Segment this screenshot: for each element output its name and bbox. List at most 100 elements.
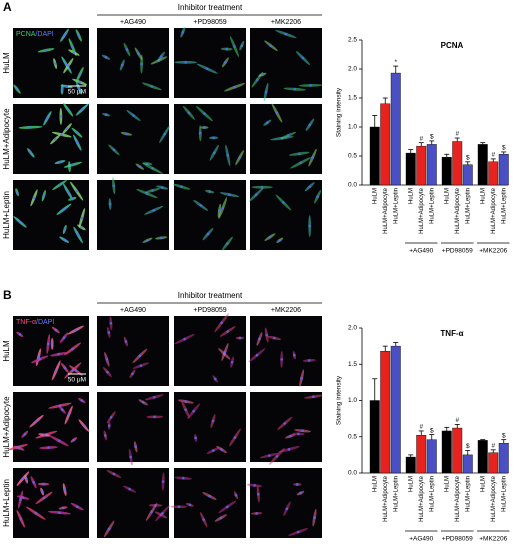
- row-label: HuLM+Adipocyte: [2, 396, 11, 458]
- nucleus: [161, 512, 164, 515]
- significance-mark: $: [430, 427, 434, 434]
- micrograph: [13, 392, 89, 462]
- nucleus: [301, 56, 305, 60]
- significance-mark: #: [419, 135, 423, 142]
- nucleus: [285, 507, 289, 511]
- significance-mark: #: [455, 417, 459, 424]
- nucleus: [151, 167, 154, 170]
- nucleus: [60, 133, 64, 136]
- significance-mark: $: [466, 443, 470, 450]
- nucleus: [80, 226, 83, 229]
- micrograph: [97, 468, 169, 538]
- bar: [380, 103, 391, 186]
- nucleus: [230, 360, 234, 364]
- x-tick-label: HuLM+Leptin: [393, 476, 399, 512]
- micrograph: [13, 316, 89, 386]
- nucleus: [261, 73, 264, 76]
- nucleus: [213, 377, 217, 381]
- nucleus: [194, 436, 197, 440]
- nucleus: [280, 358, 283, 361]
- nucleus: [225, 47, 229, 51]
- nucleus: [183, 337, 186, 341]
- bar: [462, 164, 473, 186]
- x-tick-label: HuLM: [372, 188, 378, 204]
- significance-mark: $: [502, 432, 506, 439]
- nucleus: [293, 87, 297, 91]
- x-tick-label: HuLM+Leptin: [465, 476, 471, 512]
- nucleus: [267, 454, 271, 457]
- y-tick-label: 0.0: [348, 182, 357, 189]
- column-label: +MK2206: [271, 19, 301, 26]
- nucleus: [42, 496, 46, 500]
- micrograph: [97, 392, 169, 462]
- nucleus: [19, 517, 23, 521]
- nucleus: [226, 330, 229, 333]
- nucleus: [112, 184, 115, 188]
- y-axis-label: Staining intensity: [336, 87, 343, 137]
- micrograph: [97, 316, 169, 386]
- nucleus: [184, 61, 187, 64]
- nucleus: [203, 112, 206, 115]
- nucleus: [53, 62, 57, 65]
- bar: [369, 126, 380, 186]
- nucleus: [72, 438, 76, 442]
- x-tick-label: HuLM+Adipocyte: [455, 475, 461, 522]
- bar: [452, 141, 463, 186]
- significance-mark: #: [419, 424, 423, 431]
- x-tick-label: HuLM: [408, 476, 414, 492]
- nucleus: [80, 399, 84, 402]
- nucleus: [203, 126, 206, 129]
- nucleus: [29, 151, 33, 155]
- nucleus: [82, 424, 86, 427]
- x-tick-label: HuLM: [480, 188, 486, 204]
- nucleus: [233, 85, 236, 89]
- nucleus: [152, 209, 155, 212]
- nucleus: [54, 369, 58, 372]
- x-tick-label: HuLM+Adipocyte: [455, 187, 461, 234]
- treatment-header: Inhibitor treatment: [178, 3, 243, 12]
- micrograph: [250, 468, 322, 538]
- nucleus: [264, 90, 268, 94]
- nucleus: [220, 321, 223, 325]
- bar: [498, 154, 509, 186]
- micrograph: [97, 28, 169, 98]
- bar: [390, 72, 401, 186]
- nucleus: [107, 424, 111, 427]
- bar: [426, 144, 437, 186]
- row-label: HuLM+Adipocyte: [2, 108, 11, 170]
- group-label: +MK2206: [479, 248, 507, 255]
- nucleus: [313, 516, 316, 519]
- y-tick-label: 2.0: [348, 66, 357, 73]
- nucleus: [255, 353, 259, 357]
- nucleus: [104, 55, 108, 59]
- nucleus: [283, 422, 287, 425]
- x-tick-label: HuLM: [444, 476, 450, 492]
- nucleus: [181, 476, 185, 480]
- nucleus: [32, 480, 35, 484]
- nucleus: [238, 336, 242, 340]
- nucleus: [67, 413, 70, 417]
- nucleus: [296, 530, 300, 534]
- nucleus: [58, 404, 62, 408]
- nucleus: [77, 87, 81, 90]
- bar: [405, 456, 416, 474]
- y-tick-label: 0.5: [348, 433, 357, 440]
- nucleus: [233, 45, 236, 48]
- nucleus: [269, 44, 273, 48]
- x-tick-label: HuLM+Adipocyte: [419, 475, 425, 522]
- nucleus: [65, 85, 68, 88]
- chart-title: PCNA: [441, 41, 464, 50]
- bar: [477, 440, 488, 474]
- bar: [477, 144, 488, 186]
- nucleus: [57, 352, 61, 356]
- bar: [405, 152, 416, 186]
- nucleus: [256, 78, 259, 82]
- stain-label: PCNA/DAPI: [16, 31, 54, 38]
- nucleus: [211, 419, 215, 423]
- nucleus: [153, 415, 156, 419]
- nucleus: [206, 232, 210, 236]
- micrograph: [250, 180, 322, 250]
- nucleus: [273, 336, 276, 340]
- nucleus: [307, 359, 311, 362]
- nucleus: [221, 206, 225, 210]
